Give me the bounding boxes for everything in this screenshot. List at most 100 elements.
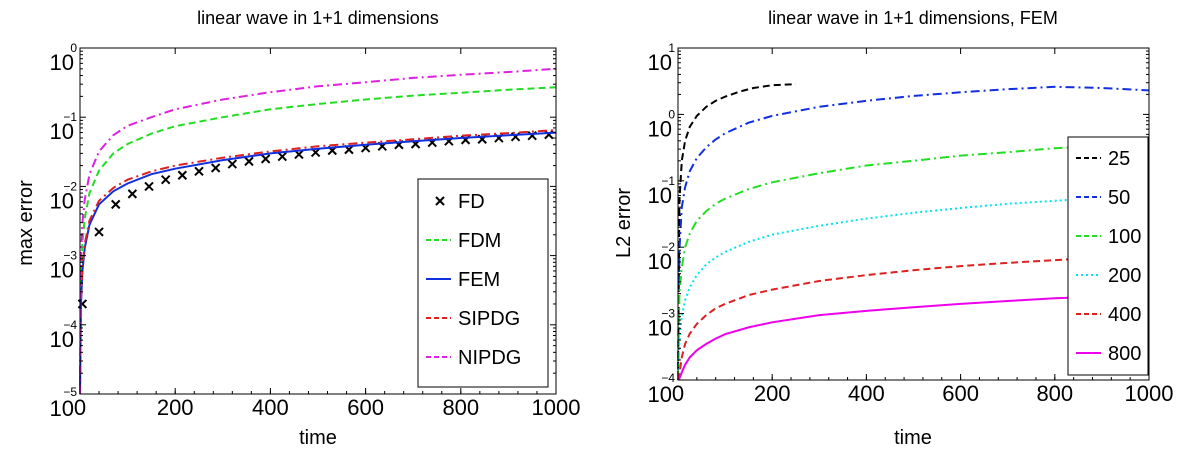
x-tick-label: 800: [1036, 381, 1073, 406]
marker-stroke: [227, 159, 238, 169]
y-tick-exponent: −1: [63, 110, 77, 124]
legend: 25 50 100 200 400 800: [1067, 136, 1149, 376]
marker-stroke: [210, 163, 221, 173]
data-point-x: [160, 174, 171, 185]
y-tick-label: 10: [50, 396, 74, 421]
legend-label: FD: [458, 191, 485, 213]
legend-box: [1067, 136, 1149, 376]
marker-stroke: [344, 144, 354, 155]
marker-stroke: [294, 149, 304, 160]
series-line-50: [677, 85, 1150, 381]
y-tick-exponent: 0: [668, 107, 675, 121]
data-point-x: [244, 156, 254, 167]
y-axis-label: L2 error: [613, 188, 635, 258]
x-axis-label: time: [299, 427, 337, 448]
y-tick-label: 10: [648, 116, 672, 141]
plot-frame: [677, 47, 1150, 381]
data-point-x: [210, 163, 221, 173]
x-tick-label: 600: [347, 395, 384, 420]
y-tick-exponent: −4: [661, 371, 675, 385]
y-tick-label: 10: [648, 183, 672, 208]
data-point-x: [277, 151, 288, 162]
marker-stroke: [127, 189, 138, 199]
y-tick-label: 10: [50, 188, 74, 213]
series-line-400: [677, 254, 1150, 381]
y-tick-exponent: 1: [668, 41, 675, 55]
legend: FD FDM FEM SIPDG NIPDG: [417, 178, 549, 388]
y-tick-label: 10: [50, 50, 74, 75]
legend-label: 400: [1108, 304, 1141, 326]
y-tick-label: 10: [648, 249, 672, 274]
x-axis-label: time: [894, 427, 932, 448]
marker-stroke: [177, 170, 188, 180]
legend-box: [417, 178, 549, 388]
chart-title: linear wave in 1+1 dimensions: [197, 8, 439, 28]
x-tick-label: 0: [672, 381, 684, 406]
data-point-x: [544, 129, 554, 140]
y-tick-label: 10: [648, 50, 672, 75]
y-tick-exponent: 0: [70, 41, 77, 55]
x-tick-label: 200: [157, 395, 194, 420]
legend-label: 50: [1108, 187, 1130, 209]
legend-label: 800: [1108, 343, 1141, 365]
series-line-fem: [79, 131, 557, 395]
series-layer: [677, 83, 1150, 381]
data-point-x: [177, 170, 188, 180]
data-point-x: [144, 181, 154, 192]
data-point-x: [94, 227, 104, 237]
y-tick-exponent: −3: [661, 307, 675, 321]
data-point-x: [127, 189, 138, 199]
y-tick-label: 10: [648, 382, 672, 407]
series-line-sipdg: [79, 129, 557, 395]
y-tick-label: 10: [648, 316, 672, 341]
marker-stroke: [277, 151, 288, 162]
y-tick-exponent: −2: [661, 240, 675, 254]
series-line-25: [677, 83, 796, 381]
y-tick-exponent: −3: [63, 249, 77, 263]
x-tick-label: 400: [848, 381, 885, 406]
marker-stroke: [260, 154, 271, 164]
legend-label: 25: [1108, 148, 1130, 170]
legend-label: SIPDG: [458, 308, 520, 330]
marker-stroke: [144, 181, 154, 192]
x-tick-label: 600: [942, 381, 979, 406]
chart-title: linear wave in 1+1 dimensions, FEM: [768, 8, 1058, 28]
series-line-200: [677, 193, 1150, 381]
x-tick-label: 1000: [532, 395, 581, 420]
y-tick-label: 10: [50, 258, 74, 283]
y-tick-label: 10: [50, 327, 74, 352]
series-line-nipdg: [79, 67, 557, 395]
marker-stroke: [244, 156, 254, 167]
marker-stroke: [94, 227, 104, 237]
data-point-x: [110, 199, 121, 210]
legend-label: FEM: [458, 269, 500, 291]
legend-label: 200: [1108, 265, 1141, 287]
panel-max-error: linear wave in 1+1 dimensions time max e…: [15, 8, 581, 449]
y-tick-exponent: −2: [63, 179, 77, 193]
data-point-x: [194, 166, 204, 177]
y-tick-exponent: −5: [63, 385, 77, 399]
legend-label: NIPDG: [458, 347, 521, 369]
y-tick-exponent: −4: [63, 318, 77, 332]
legend-label: FDM: [458, 230, 501, 252]
x-tick-label: 400: [252, 395, 289, 420]
x-tick-label: 0: [74, 395, 86, 420]
y-axis-label: max error: [15, 180, 37, 266]
marker-stroke: [160, 174, 171, 185]
plot-frame: [79, 47, 557, 395]
series-line-fdm: [79, 86, 557, 395]
y-tick-label: 10: [50, 119, 74, 144]
data-point-x: [227, 159, 238, 169]
legend-swatch: [435, 196, 445, 206]
x-tick-label: 800: [442, 395, 479, 420]
x-tick-label: 200: [754, 381, 791, 406]
series-line-100: [677, 142, 1150, 381]
data-point-x: [260, 154, 271, 164]
marker-stroke: [110, 199, 121, 210]
panel-l2-error: linear wave in 1+1 dimensions, FEM time …: [613, 8, 1174, 449]
legend-label: 100: [1108, 226, 1141, 248]
